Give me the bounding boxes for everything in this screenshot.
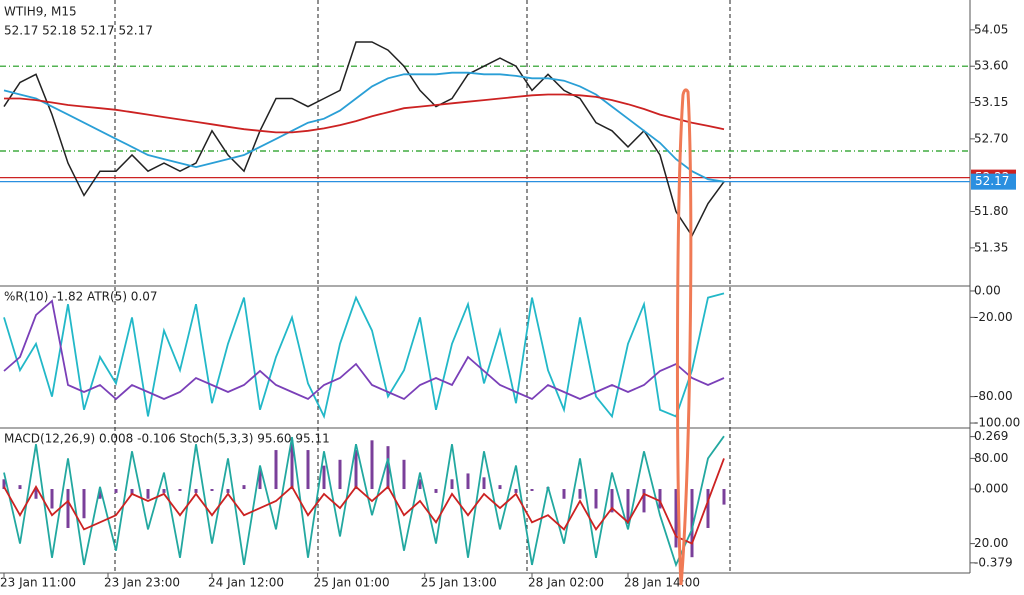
histogram-bar [530,489,534,491]
x-tick-label: 25 Jan 13:00 [421,576,497,590]
histogram-bar [418,479,422,490]
histogram-bar [354,450,358,490]
price-label-box [971,173,1016,190]
y-tick-label: -100.00 [974,416,1020,430]
frame [0,0,971,574]
histogram-bar [402,459,406,490]
day-separators [114,0,731,573]
y-tick-label: 51.35 [974,240,1008,254]
y-tick-label: 0.00 [974,283,1001,297]
series-line [4,93,725,134]
series-line [3,292,725,420]
histogram-bar [338,459,342,490]
histogram-bar [434,489,438,493]
histogram-bar [210,489,214,491]
histogram-bar [130,489,134,495]
histogram-bar [162,489,166,493]
histogram-bar [578,489,582,499]
histogram-bar [114,489,118,493]
series-line [3,458,725,545]
histogram-bar [370,440,374,490]
y-tick-label: 20.00 [974,536,1008,550]
histogram-bar [482,477,486,490]
histogram-bar [274,450,278,490]
series-line [3,435,725,568]
y-tick-label: 51.80 [974,204,1008,218]
histogram-bar [594,489,598,509]
price-label: 52.17 [975,174,1009,188]
x-tick-label: 23 Jan 11:00 [0,576,76,590]
histogram-bar [178,489,182,491]
histogram-bar [466,473,470,490]
y-tick-label: 0.000 [974,482,1008,496]
histogram-bar [18,485,22,490]
histogram-bar [242,485,246,490]
histogram-bar [658,489,662,509]
histogram-bar [98,489,102,499]
series-line [3,71,725,183]
histogram-bar [322,465,326,490]
histogram-bar [706,489,710,528]
y-tick-label: 54.05 [974,22,1008,36]
y-tick-label: 53.60 [974,59,1008,73]
histogram-bar [50,489,54,509]
histogram-bar [450,479,454,490]
x-tick-label: 25 Jan 01:00 [314,576,390,590]
y-tick-label: -80.00 [974,389,1013,403]
annotation-ellipse [675,88,693,586]
x-tick-label: 28 Jan 14:00 [624,576,700,590]
chart-title: WTIH9, M15 [4,5,77,19]
plot-layer: 52.2252.1754.0553.6053.1552.7051.8051.35… [0,22,1020,590]
histogram-bar [626,489,630,525]
y-tick-label: -0.379 [974,555,1013,569]
x-tick-label: 24 Jan 12:00 [208,576,284,590]
histogram-bar [306,450,310,490]
series-line [3,41,725,238]
histogram-bar [642,489,646,513]
histogram-bar [66,489,70,528]
y-tick-label: 0.269 [974,429,1008,443]
series-line [3,299,725,401]
y-tick-label: 52.70 [974,131,1008,145]
histogram-bar [674,489,678,548]
x-tick-label: 23 Jan 23:00 [104,576,180,590]
y-tick-label: 53.15 [974,95,1008,109]
histogram-bar [258,469,262,490]
histogram-bar [514,489,518,493]
histogram-bar [34,489,38,499]
histogram-bar [722,489,726,505]
histogram-bar [562,489,566,499]
panel-title: %R(10) -1.82 ATR(5) 0.07 [4,290,158,304]
histogram-bar [290,440,294,490]
histogram-bar [2,479,6,490]
histogram-bar [82,489,86,519]
y-tick-label: 80.00 [974,451,1008,465]
panel-title: MACD(12,26,9) 0.008 -0.106 Stoch(5,3,3) … [4,432,330,446]
histogram-bar [226,489,230,493]
histogram-bar [386,446,390,490]
histogram-bar [610,489,614,513]
x-tick-label: 28 Jan 02:00 [528,576,604,590]
histogram-bar [146,489,150,499]
y-tick-label: -20.00 [974,310,1013,324]
chart-subtitle: 52.17 52.18 52.17 52.17 [4,24,153,38]
histogram-bar [498,485,502,490]
histogram-bar [690,489,694,558]
histogram-bar [194,489,198,493]
